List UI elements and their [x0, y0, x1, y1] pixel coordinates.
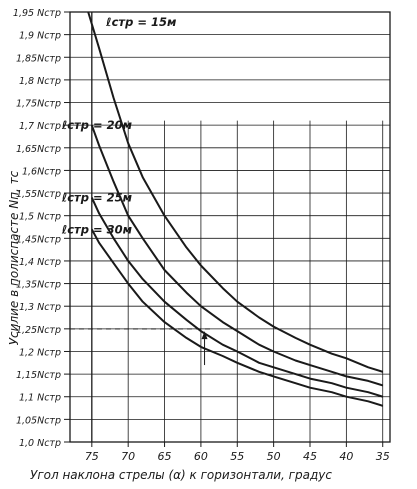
x-tick-label: 35	[376, 450, 390, 463]
series-label-2: ℓстр = 20м	[62, 118, 133, 132]
y-tick-label: 1,55Nстр	[16, 189, 61, 200]
y-tick-label: 1,7 Nстр	[19, 121, 61, 132]
series-label-4: ℓстр = 30м	[62, 222, 133, 236]
y-tick-label: 1,15Nстр	[16, 370, 61, 381]
y-tick-label: 1,35Nстр	[16, 280, 61, 291]
series-line-3	[90, 197, 383, 398]
y-tick-label: 1,6Nстр	[22, 166, 61, 177]
x-tick-label: 45	[303, 450, 317, 463]
y-tick-labels: 1,0 Nстр 1,05Nстр 1,1 Nстр 1,15Nстр 1,2 Nстр…	[13, 8, 61, 449]
y-tick-label: 1,0 Nстр	[19, 438, 61, 449]
y-tick-label: 1,4 Nстр	[19, 257, 61, 268]
series-labels: ℓстр = 15м ℓстр = 20м ℓстр = 25м ℓстр = 30м	[62, 15, 177, 236]
reference-arrow-head	[201, 331, 208, 340]
x-tick-label: 40	[339, 450, 353, 463]
grid	[64, 11, 391, 447]
y-tick-label: 1,25Nстр	[16, 325, 61, 336]
plot-frame	[69, 11, 391, 443]
y-tick-label: 1,2 Nстр	[19, 347, 61, 358]
series-group	[87, 11, 383, 407]
y-tick-label: 1,8 Nстр	[19, 76, 61, 87]
x-axis-label: Угол наклона стрелы (α) к горизонтали, г…	[30, 468, 332, 482]
y-tick-label: 1,95 Nстр	[13, 8, 61, 19]
y-tick-label: 1,85Nстр	[16, 53, 61, 64]
y-axis-label: Усилие в полиспасте Nп, тс	[7, 170, 21, 345]
series-line-2	[90, 124, 383, 387]
series-line-1	[87, 11, 383, 373]
y-tick-label: 1,5 Nстр	[19, 212, 61, 223]
x-tick-label: 50	[267, 450, 281, 463]
x-tick-labels: 75 70 65 60 55 50 45 40 35	[85, 450, 390, 463]
y-tick-label: 1,3 Nстр	[19, 302, 61, 313]
y-tick-label: 1,1 Nстр	[19, 393, 61, 404]
x-tick-label: 75	[85, 450, 99, 463]
y-tick-label: 1,65Nстр	[16, 144, 61, 155]
y-tick-label: 1,75Nстр	[16, 99, 61, 110]
y-tick-label: 1,05Nстр	[16, 415, 61, 426]
y-tick-label: 1,9 Nстр	[19, 31, 61, 42]
x-tick-label: 65	[158, 450, 172, 463]
series-label-3: ℓстр = 25м	[62, 191, 133, 205]
y-tick-label: 1,45Nстр	[16, 234, 61, 245]
x-tick-label: 70	[121, 450, 135, 463]
series-label-1: ℓстр = 15м	[106, 15, 177, 29]
x-tick-label: 60	[194, 450, 208, 463]
x-tick-label: 55	[230, 450, 244, 463]
series-line-4	[90, 228, 383, 407]
